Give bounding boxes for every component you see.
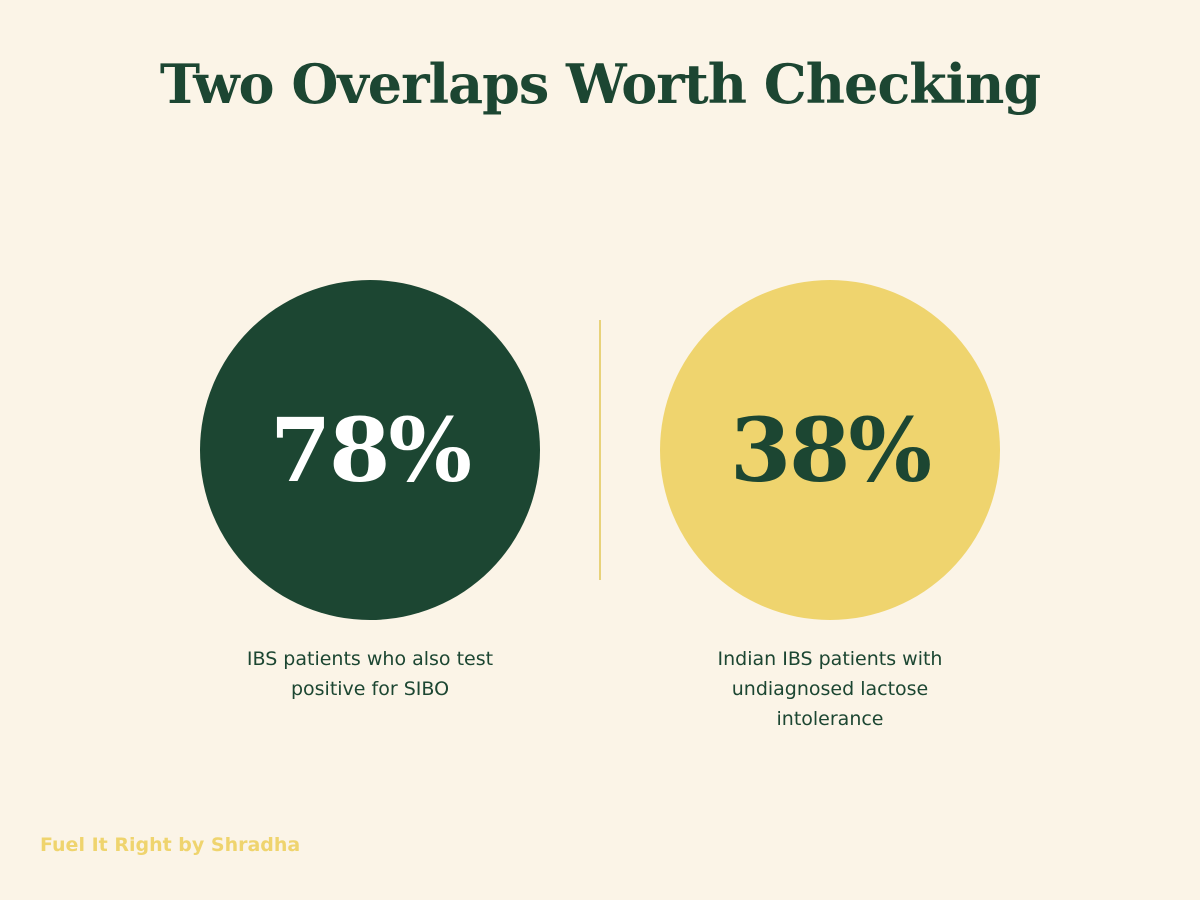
stat-circle: 78% <box>200 280 540 620</box>
stat-label: Indian IBS patients with undiagnosed lac… <box>717 648 943 730</box>
divider <box>599 320 601 580</box>
footer: Fuel It Right by Shradha <box>40 834 301 856</box>
stat-circle: 38% <box>660 280 1000 620</box>
title: Two Overlaps Worth Checking <box>159 52 1041 116</box>
stat-label: IBS patients who also test positive for … <box>246 648 494 700</box>
